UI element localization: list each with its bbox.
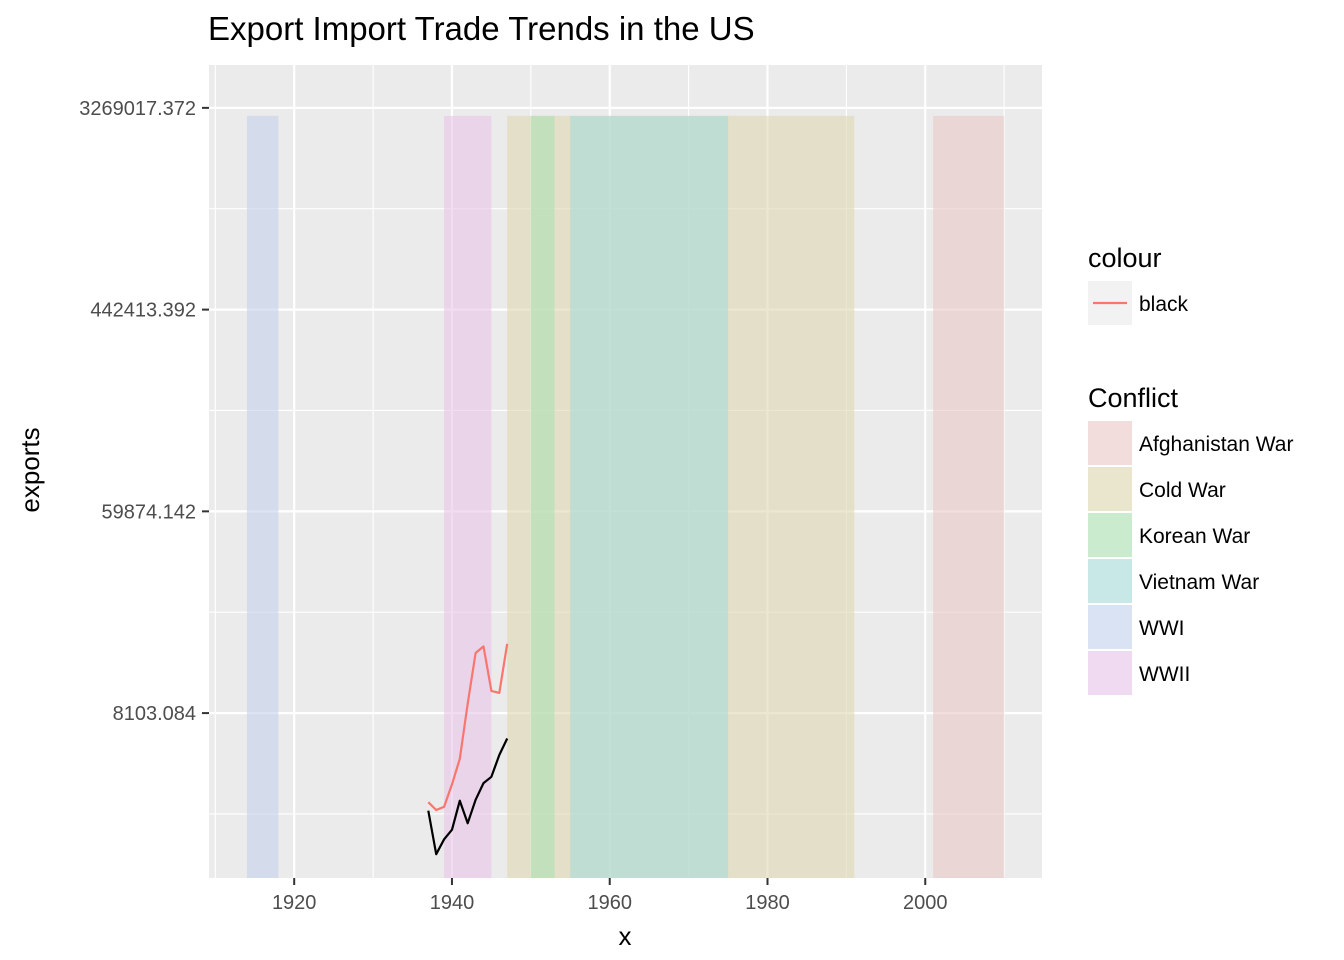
- legend-label: WWII: [1139, 663, 1190, 686]
- legend-conflict-entries: Afghanistan War Cold War Korean War Vietnam…: [1088, 421, 1293, 695]
- conflict-band-korean-war: [530, 115, 555, 879]
- x-tick-label: 2000: [903, 892, 948, 914]
- x-axis-title: x: [619, 921, 632, 951]
- legend-label: Vietnam War: [1139, 571, 1259, 594]
- x-tick-label: 1940: [430, 892, 475, 914]
- conflict-band-vietnam-war: [570, 115, 729, 879]
- series-line-black: [427, 643, 509, 812]
- conflict-bands: [246, 115, 1005, 879]
- conflict-band-wwii: [444, 115, 492, 879]
- legend-label: black: [1139, 293, 1189, 316]
- x-axis: 1920 1940 1960 1980 2000: [272, 878, 948, 914]
- legend-fill-swatch: [1088, 651, 1132, 695]
- y-tick-label: 442413.392: [90, 300, 196, 322]
- y-tick-label: 59874.142: [101, 501, 196, 523]
- series-lines: [427, 643, 509, 856]
- x-tick-label: 1980: [745, 892, 790, 914]
- legend-colour-title: colour: [1088, 243, 1162, 273]
- legend-fill-swatch: [1088, 421, 1132, 465]
- x-tick-label: 1960: [587, 892, 632, 914]
- legend-label: Cold War: [1139, 479, 1226, 502]
- legend-fill-swatch: [1088, 559, 1132, 603]
- legend: colour black Conflict Afghanistan War Col…: [1088, 243, 1293, 695]
- conflict-band-afghanistan-war: [933, 115, 1005, 879]
- chart-title: Export Import Trade Trends in the US: [208, 10, 755, 47]
- legend-fill-swatch: [1088, 605, 1132, 649]
- conflict-band-wwi: [246, 115, 279, 879]
- legend-fill-swatch: [1088, 467, 1132, 511]
- y-axis-title: exports: [15, 427, 45, 512]
- legend-label: Afghanistan War: [1139, 433, 1293, 456]
- legend-label: WWI: [1139, 617, 1184, 640]
- x-tick-label: 1920: [272, 892, 317, 914]
- legend-label: Korean War: [1139, 525, 1250, 548]
- legend-conflict-title: Conflict: [1088, 383, 1179, 413]
- y-axis: 8103.084 59874.142 442413.392 3269017.372: [79, 98, 209, 725]
- y-tick-label: 8103.084: [113, 703, 196, 725]
- series-line-unnamed-1: [427, 738, 509, 856]
- legend-fill-swatch: [1088, 513, 1132, 557]
- legend-colour-entries: black: [1088, 281, 1189, 325]
- y-tick-label: 3269017.372: [79, 98, 196, 120]
